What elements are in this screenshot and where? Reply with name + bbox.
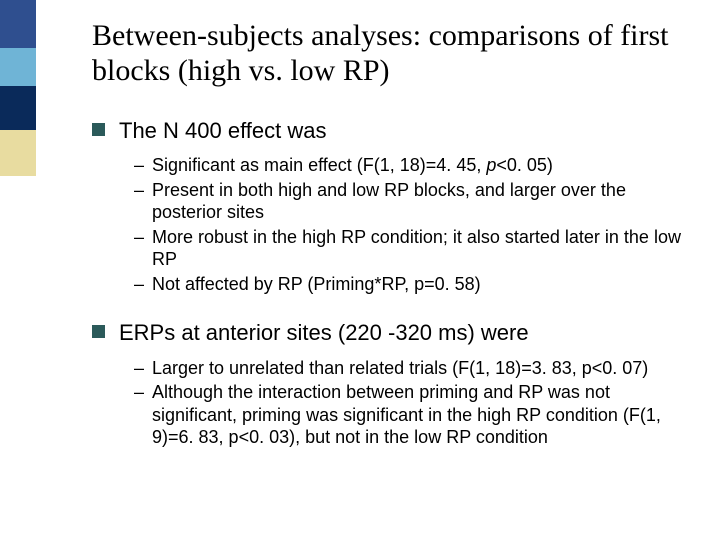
slide-content: Between-subjects analyses: comparisons o… [92, 18, 692, 451]
sublist-n400: – Significant as main effect (F(1, 18)=4… [134, 154, 692, 295]
list-item: – Present in both high and low RP blocks… [134, 179, 692, 224]
dash-icon: – [134, 273, 152, 296]
side-stripe [0, 0, 36, 540]
bullet-n400-text: The N 400 effect was [119, 117, 327, 145]
dash-icon: – [134, 226, 152, 249]
list-item: – Significant as main effect (F(1, 18)=4… [134, 154, 692, 177]
stripe-seg-0 [0, 0, 36, 48]
sublist-erps: – Larger to unrelated than related trial… [134, 357, 692, 449]
square-bullet-icon [92, 123, 105, 136]
stripe-seg-1 [0, 48, 36, 86]
dash-icon: – [134, 154, 152, 177]
bullet-n400: The N 400 effect was [92, 117, 692, 145]
list-item-text: Present in both high and low RP blocks, … [152, 179, 692, 224]
slide-title: Between-subjects analyses: comparisons o… [92, 18, 692, 89]
list-item: – More robust in the high RP condition; … [134, 226, 692, 271]
stripe-seg-2 [0, 86, 36, 130]
dash-icon: – [134, 381, 152, 404]
stripe-seg-3 [0, 130, 36, 176]
dash-icon: – [134, 357, 152, 380]
dash-icon: – [134, 179, 152, 202]
bullet-erps: ERPs at anterior sites (220 -320 ms) wer… [92, 319, 692, 347]
stripe-seg-4 [0, 176, 36, 540]
list-item-text: Although the interaction between priming… [152, 381, 692, 449]
list-item-text: Larger to unrelated than related trials … [152, 357, 648, 380]
list-item-text: Significant as main effect (F(1, 18)=4. … [152, 154, 553, 177]
list-item-text: Not affected by RP (Priming*RP, p=0. 58) [152, 273, 481, 296]
list-item: – Larger to unrelated than related trial… [134, 357, 692, 380]
bullet-erps-text: ERPs at anterior sites (220 -320 ms) wer… [119, 319, 529, 347]
list-item-text: More robust in the high RP condition; it… [152, 226, 692, 271]
square-bullet-icon [92, 325, 105, 338]
list-item: – Not affected by RP (Priming*RP, p=0. 5… [134, 273, 692, 296]
list-item: – Although the interaction between primi… [134, 381, 692, 449]
